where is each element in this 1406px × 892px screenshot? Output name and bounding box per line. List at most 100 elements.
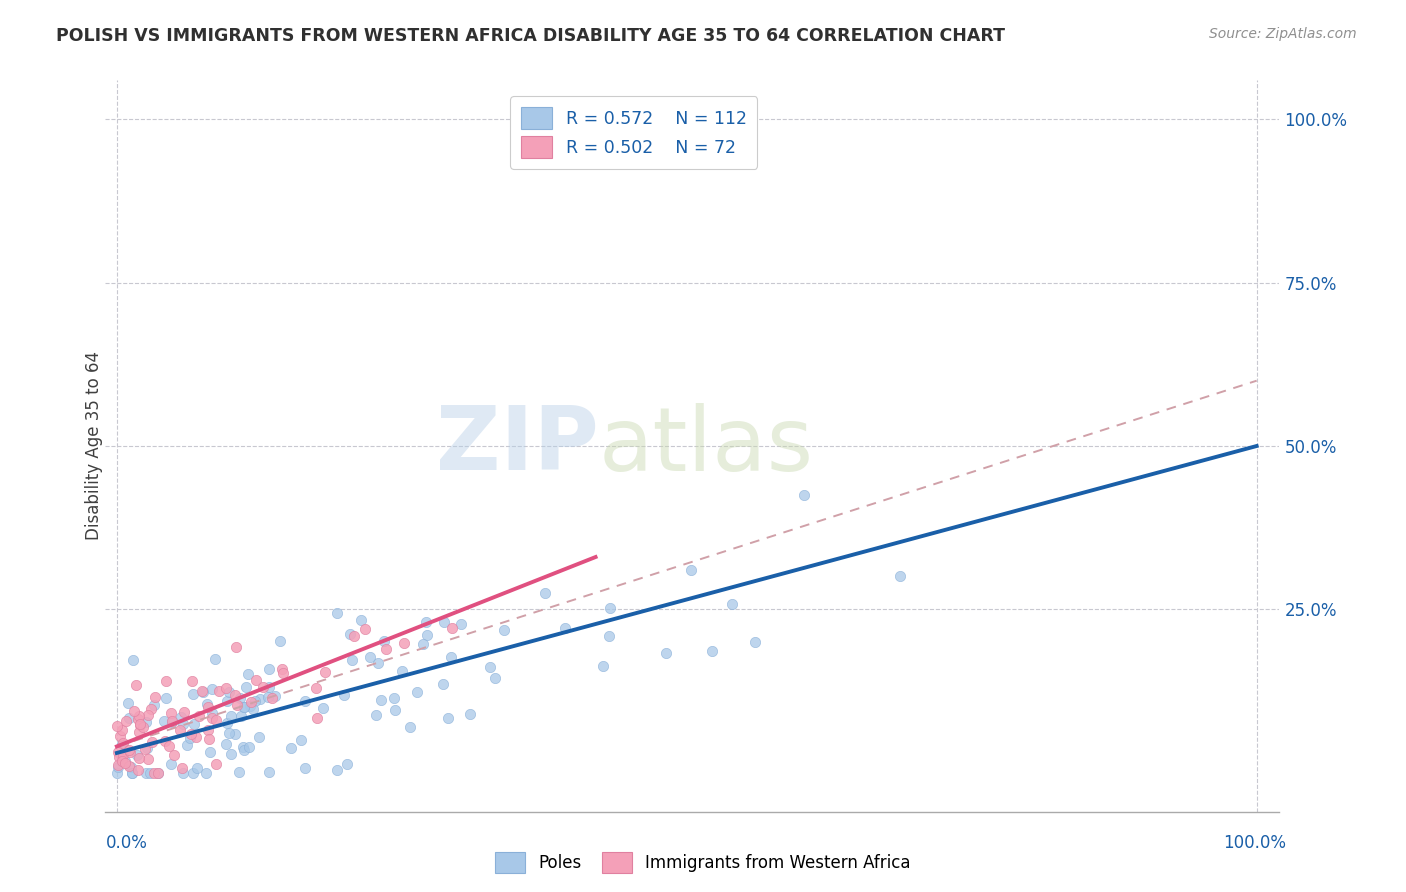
Point [105,765,128,780]
Text: 0.0%: 0.0% [105,834,148,852]
Point [271,662,294,676]
Point [204,652,226,666]
Point [111,735,134,749]
Point [115,714,138,729]
Point [370,693,392,707]
Point [136,751,159,765]
Point [128,725,150,739]
Point [111,754,134,768]
Point [160,714,183,729]
Legend: R = 0.572    N = 112, R = 0.502    N = 72: R = 0.572 N = 112, R = 0.502 N = 72 [510,96,758,169]
Point [260,690,283,705]
Point [257,690,280,704]
Text: 100.0%: 100.0% [1223,834,1286,852]
Point [111,751,134,765]
Point [122,704,145,718]
Point [305,681,328,695]
Point [135,765,157,780]
Point [219,747,242,762]
Point [169,723,191,738]
Point [218,726,240,740]
Point [118,745,141,759]
Point [134,741,156,756]
Text: POLISH VS IMMIGRANTS FROM WESTERN AFRICA DISABILITY AGE 35 TO 64 CORRELATION CHA: POLISH VS IMMIGRANTS FROM WESTERN AFRICA… [56,27,1005,45]
Point [117,711,139,725]
Point [239,698,262,713]
Point [129,717,152,731]
Point [354,622,377,636]
Point [105,719,128,733]
Point [259,662,281,676]
Point [238,739,260,754]
Point [111,738,134,752]
Point [215,694,238,708]
Legend: Poles, Immigrants from Western Africa: Poles, Immigrants from Western Africa [489,846,917,880]
Point [450,616,472,631]
Point [135,715,157,730]
Point [364,707,387,722]
Point [325,764,347,778]
Point [249,692,271,706]
Point [143,765,166,780]
Point [592,659,614,673]
Point [343,629,366,643]
Point [336,756,359,771]
Point [326,606,349,620]
Point [215,737,238,751]
Point [143,698,166,713]
Point [200,745,222,759]
Point [205,713,228,727]
Point [155,691,177,706]
Point [125,678,148,692]
Point [221,709,243,723]
Point [155,674,177,689]
Point [157,739,180,753]
Point [143,690,166,704]
Point [118,743,141,757]
Point [416,628,439,642]
Point [412,638,434,652]
Point [198,732,221,747]
Point [350,613,373,627]
Point [181,687,204,701]
Point [252,680,274,694]
Point [436,710,458,724]
Point [228,764,250,779]
Point [173,705,195,719]
Point [186,731,208,745]
Point [191,684,214,698]
Point [201,682,224,697]
Point [139,702,162,716]
Point [176,739,198,753]
Point [744,635,766,649]
Point [108,729,131,743]
Point [294,694,316,708]
Point [233,699,256,714]
Point [153,714,176,728]
Point [264,689,287,703]
Point [136,708,159,723]
Point [236,667,259,681]
Point [205,757,228,772]
Point [208,684,231,698]
Point [197,723,219,738]
Point [163,747,186,762]
Point [107,760,129,774]
Point [170,761,193,775]
Point [201,711,224,725]
Point [193,685,215,699]
Point [793,488,815,502]
Point [107,745,129,759]
Point [339,627,361,641]
Point [132,720,155,734]
Point [122,653,145,667]
Point [197,697,219,711]
Point [180,727,202,741]
Point [111,723,134,737]
Point [179,731,201,746]
Text: Source: ZipAtlas.com: Source: ZipAtlas.com [1209,27,1357,41]
Point [415,615,437,629]
Point [235,681,257,695]
Point [170,709,193,723]
Point [440,621,463,635]
